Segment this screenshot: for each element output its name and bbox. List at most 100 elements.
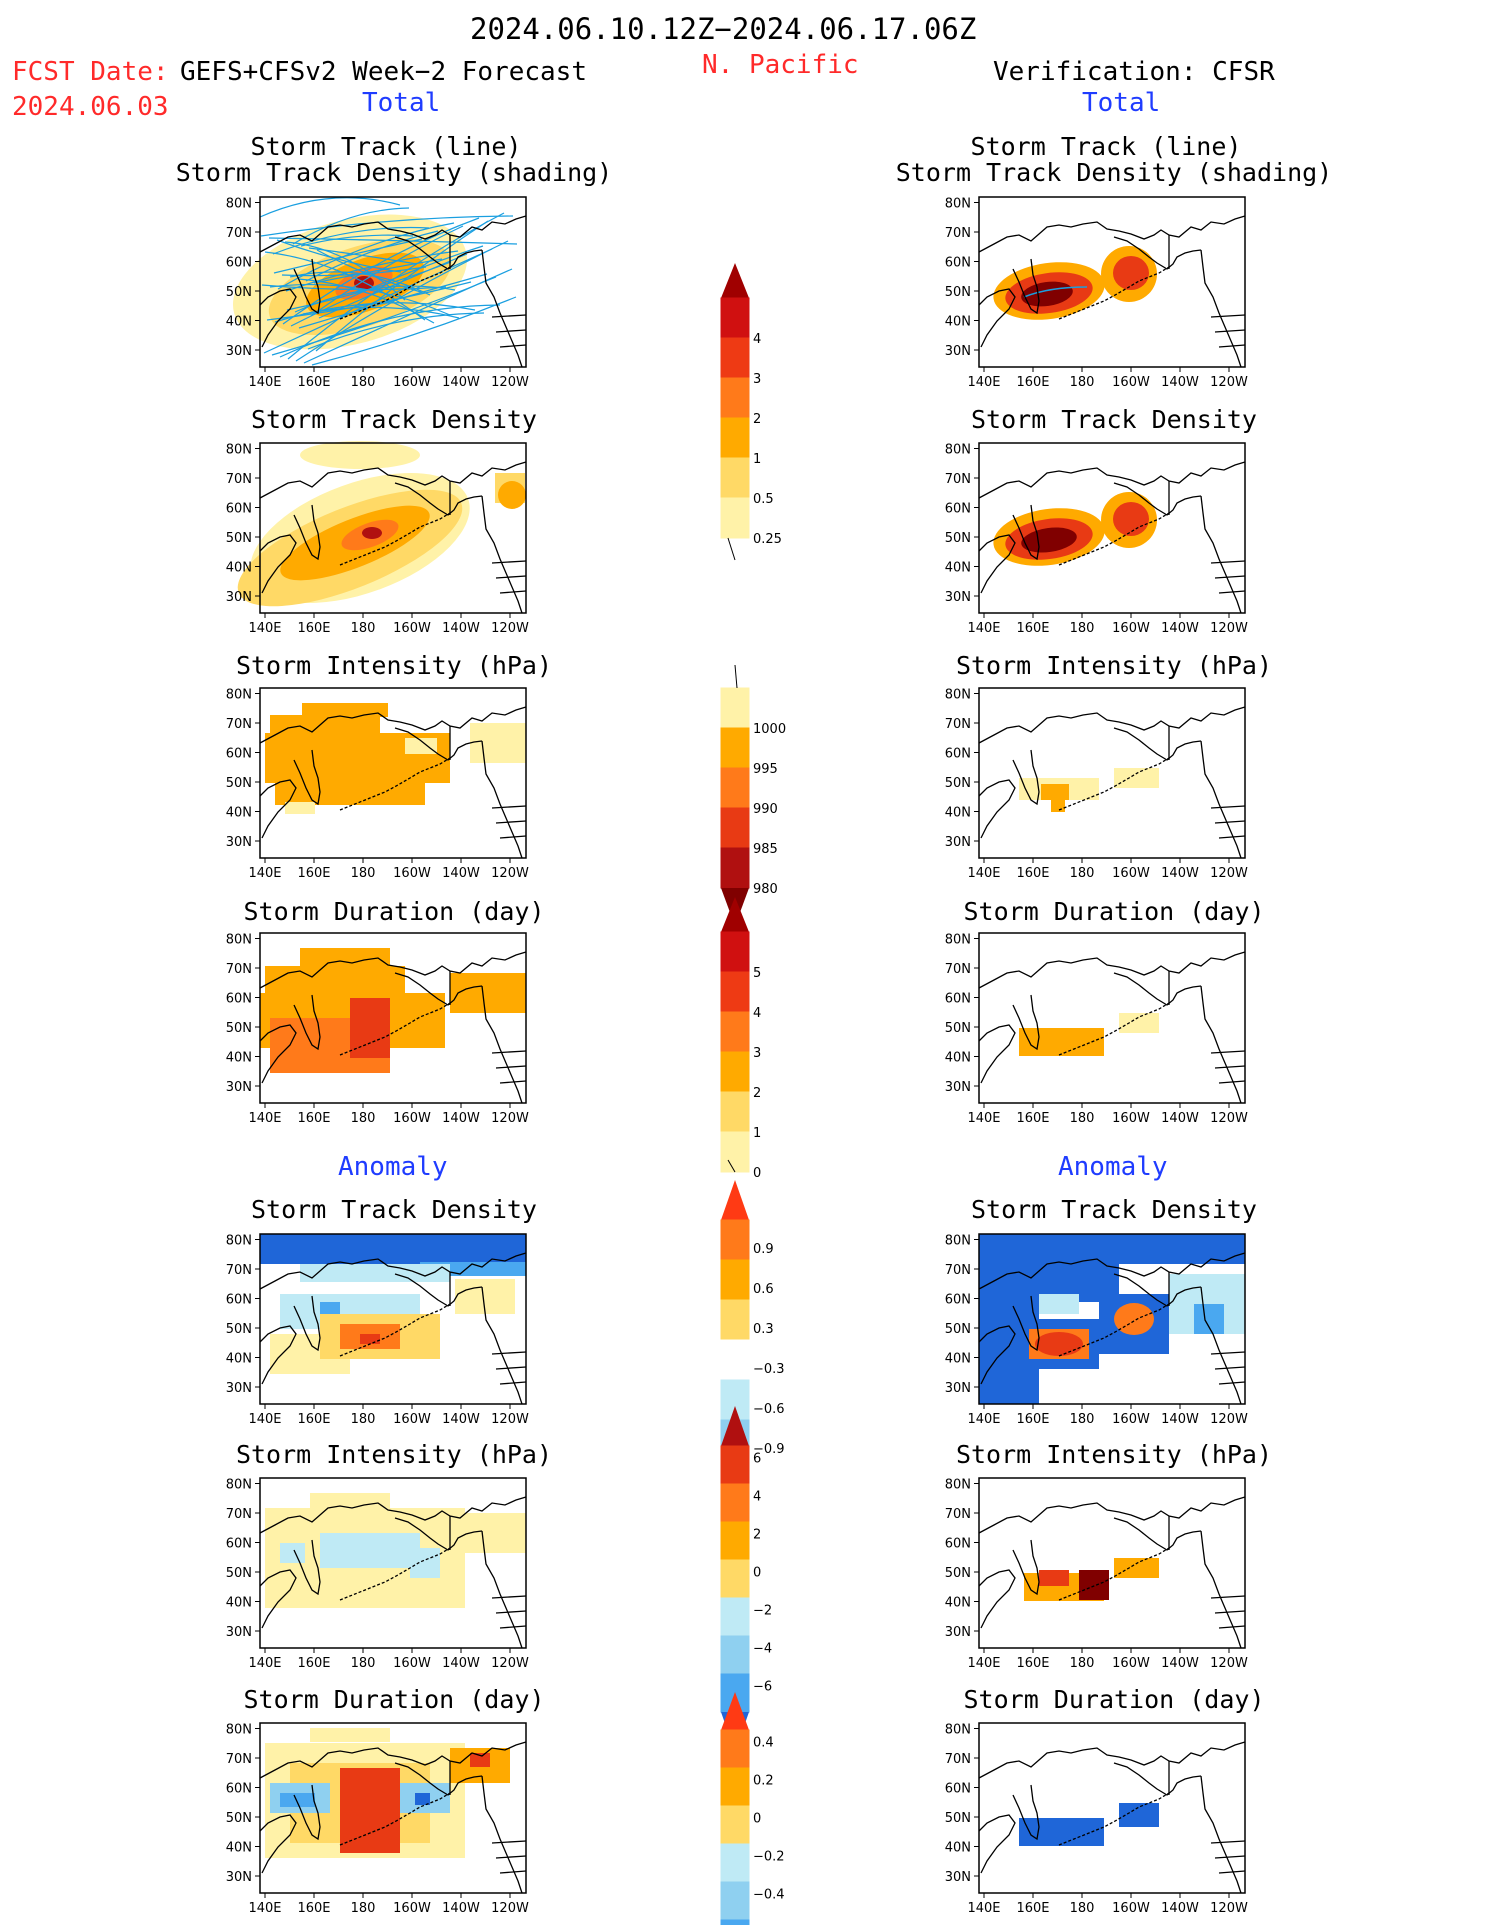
coastline-arctic bbox=[978, 1741, 1246, 1779]
colorbar-segment bbox=[720, 1767, 750, 1807]
colorbar-segment bbox=[720, 1559, 750, 1599]
state-borders bbox=[1210, 1595, 1246, 1629]
lat-label: 80N bbox=[945, 197, 971, 212]
storm-track-line bbox=[264, 251, 426, 321]
shaded-cell bbox=[350, 998, 390, 1058]
shaded-cell bbox=[1039, 1570, 1069, 1586]
lon-label: 140W bbox=[1161, 1412, 1199, 1427]
lat-label: 70N bbox=[945, 962, 971, 977]
colorbar-segment bbox=[720, 1843, 750, 1883]
shaded-region bbox=[362, 527, 382, 539]
coastline bbox=[259, 461, 527, 614]
shaded-cell bbox=[260, 1234, 526, 1264]
lat-label: 40N bbox=[945, 1352, 971, 1367]
lat-label: 60N bbox=[226, 502, 252, 517]
shaded-cell bbox=[450, 1513, 526, 1553]
lat-label: 80N bbox=[945, 1234, 971, 1249]
lat-label: 70N bbox=[945, 226, 971, 241]
total-label-right: Total bbox=[1082, 88, 1161, 118]
shaded-region bbox=[1113, 502, 1149, 536]
map-frame bbox=[259, 196, 527, 368]
state-borders bbox=[1210, 314, 1246, 348]
state-borders bbox=[491, 1050, 527, 1084]
lon-label: 160W bbox=[393, 1656, 431, 1671]
aleutian-islands bbox=[339, 757, 451, 811]
coastline-north-america bbox=[481, 1775, 523, 1894]
map-panel-left-density: 30N 40N 50N 60N 70N 80N 140E 160E 180 160W 140W 120… bbox=[226, 441, 529, 636]
coastline-arctic bbox=[978, 706, 1246, 744]
shaded-cell bbox=[300, 948, 390, 968]
coastline-asia bbox=[259, 779, 297, 839]
lon-label: 160W bbox=[1112, 1656, 1150, 1671]
lat-label: 70N bbox=[945, 717, 971, 732]
shaded-cell bbox=[270, 715, 380, 735]
coastline bbox=[259, 706, 527, 859]
colorbar-duration-anom: 0.4 0.2 0 −0.2 −0.4 bbox=[720, 1692, 785, 1925]
coastline-north-america bbox=[1200, 1530, 1242, 1649]
lon-label: 180 bbox=[351, 1111, 376, 1126]
coastline-arctic bbox=[978, 1252, 1246, 1290]
lon-label: 160W bbox=[1112, 1111, 1150, 1126]
title-track-shading-left: Storm Track Density (shading) bbox=[175, 158, 613, 187]
lon-label: 140E bbox=[967, 1412, 1000, 1427]
shaded-cell bbox=[320, 1533, 420, 1568]
lat-label: 40N bbox=[945, 806, 971, 821]
lon-label: 160E bbox=[297, 1656, 330, 1671]
coastline-alaska bbox=[394, 236, 483, 270]
shaded-region bbox=[1021, 527, 1077, 553]
map-panel-left-track: 30N 40N 50N 60N 70N 80N 140E 160E 180 160W 140W 120… bbox=[226, 196, 529, 390]
lon-label: 160W bbox=[393, 621, 431, 636]
lat-label: 50N bbox=[226, 531, 252, 546]
shaded-cell bbox=[300, 1264, 450, 1282]
lon-label: 180 bbox=[351, 866, 376, 881]
storm-tracks bbox=[259, 197, 518, 366]
map-frame bbox=[978, 1477, 1246, 1649]
coastline-kamchatka bbox=[293, 749, 321, 806]
coastline-asia bbox=[259, 288, 297, 348]
colorbar-segment bbox=[720, 687, 750, 729]
colorbar-segment bbox=[720, 297, 750, 339]
anomaly-label-right: Anomaly bbox=[1058, 1152, 1168, 1182]
colorbar-segment bbox=[720, 457, 750, 499]
lon-label: 140W bbox=[442, 1111, 480, 1126]
shaded-cell bbox=[265, 966, 405, 996]
map-panel-right-density: 30N 40N 50N 60N 70N 80N 140E 160E 180 160W 140W 120… bbox=[945, 442, 1248, 636]
lon-label: 140E bbox=[967, 621, 1000, 636]
verification-label: Verification: CFSR bbox=[993, 57, 1275, 87]
lat-label: 30N bbox=[945, 1625, 971, 1640]
storm-track-line bbox=[286, 261, 452, 311]
shaded-cell bbox=[1119, 1013, 1159, 1033]
map-panel-left-anom-duration: 30N 40N 50N 60N 70N 80N 140E 160E 180 160W 140W 120… bbox=[226, 1722, 529, 1916]
coastline-kamchatka bbox=[1012, 258, 1040, 315]
lat-label: 80N bbox=[226, 443, 252, 458]
map-panel-right-anom-density: 30N 40N 50N 60N 70N 80N 140E 160E 180 160W 140W 120… bbox=[945, 1233, 1248, 1427]
lon-label: 180 bbox=[1070, 375, 1095, 390]
coastline-north-america bbox=[481, 985, 523, 1104]
map-frame bbox=[978, 442, 1246, 614]
lat-label: 40N bbox=[945, 1596, 971, 1611]
lon-label: 140W bbox=[1161, 375, 1199, 390]
lon-label: 180 bbox=[1070, 621, 1095, 636]
shaded-cell bbox=[340, 1768, 400, 1853]
lat-label: 80N bbox=[945, 1478, 971, 1493]
lon-label: 120W bbox=[491, 375, 529, 390]
lat-label: 80N bbox=[226, 933, 252, 948]
coastline-asia bbox=[978, 288, 1016, 348]
colorbar-duration-total: 5 4 3 2 1 0 bbox=[720, 897, 761, 1181]
shaded-cell bbox=[470, 723, 526, 763]
lat-label: 50N bbox=[226, 1021, 252, 1036]
lon-label: 140E bbox=[248, 621, 281, 636]
lon-label: 140W bbox=[442, 866, 480, 881]
shaded-cell bbox=[302, 703, 388, 717]
colorbar-label: 5 bbox=[753, 966, 761, 981]
colorbar-label: 0.6 bbox=[753, 1282, 774, 1297]
lat-label: 80N bbox=[226, 688, 252, 703]
map-frame bbox=[978, 196, 1246, 368]
lon-label: 140E bbox=[248, 1901, 281, 1916]
coastline-alaska bbox=[394, 482, 483, 516]
map-panel-left-anom-density: 30N 40N 50N 60N 70N 80N 140E 160E 180 160W 140W 120… bbox=[226, 1233, 529, 1427]
colorbar-label: 1 bbox=[753, 1126, 761, 1141]
lon-label: 180 bbox=[1070, 1656, 1095, 1671]
storm-track-line bbox=[259, 197, 401, 218]
title-anom-duration-left: Storm Duration (day) bbox=[243, 1685, 545, 1714]
